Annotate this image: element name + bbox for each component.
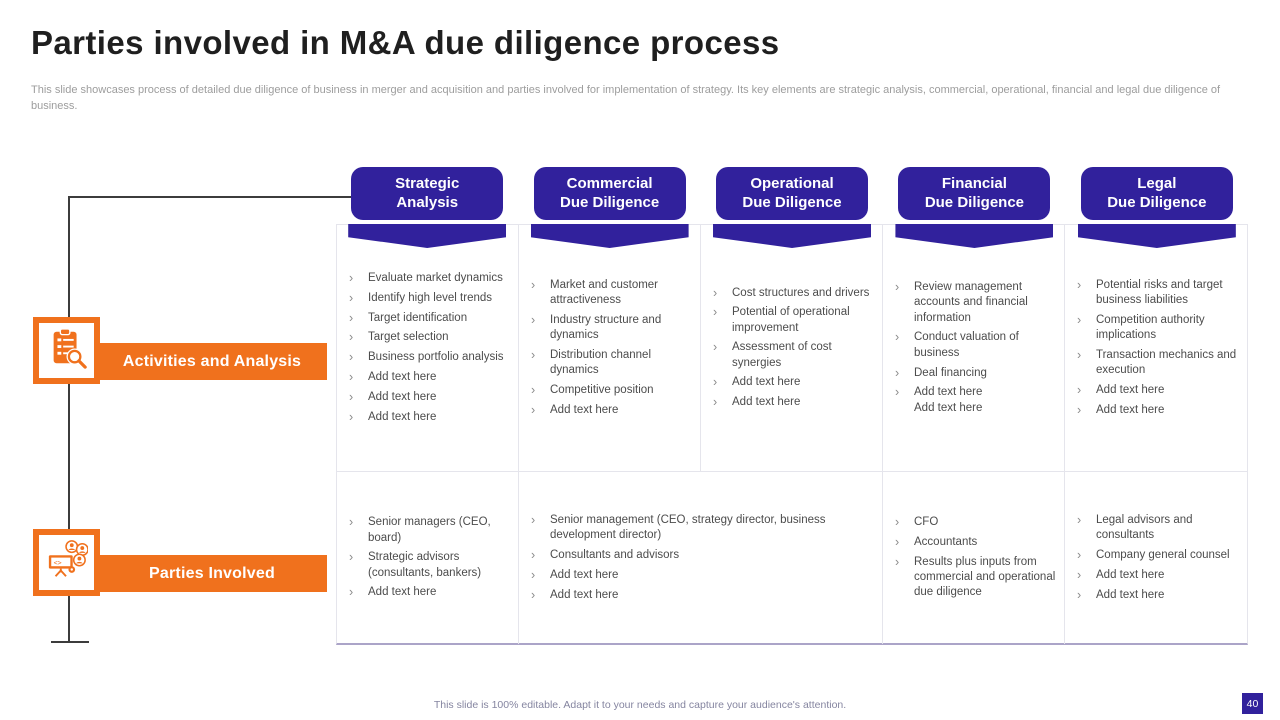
activities-cell-commercial: Market and customer attractiveness Indus… (519, 225, 701, 472)
header-ribbon (895, 224, 1054, 248)
slide-subtitle: This slide showcases process of detailed… (31, 84, 1221, 112)
column-header-commercial-due-diligence: Commercial Due Diligence (518, 167, 700, 248)
bullet-item: Add text here (345, 369, 510, 386)
bullet-item: Conduct valuation of business (891, 329, 1056, 361)
bullet-list: Market and customer attractiveness Indus… (527, 273, 692, 422)
bullet-item: Identify high level trends (345, 290, 510, 307)
bullet-item: Senior management (CEO, strategy directo… (527, 512, 874, 544)
header-badge: Commercial Due Diligence (533, 167, 686, 220)
bullet-item: Accountants (891, 534, 1056, 551)
footer-note: This slide is 100% editable. Adapt it to… (433, 699, 847, 711)
bullet-item: Add text here Add text here (891, 384, 1056, 416)
bullet-item: Add text here (527, 402, 692, 419)
bullet-item: Add text here (1073, 382, 1239, 399)
bullet-item: Assessment of cost synergies (709, 339, 874, 371)
bullet-list: Review management accounts and financial… (891, 276, 1056, 421)
activities-cell-financial: Review management accounts and financial… (883, 225, 1065, 472)
header-badge: Legal Due Diligence (1080, 167, 1233, 220)
bullet-item: Transaction mechanics and execution (1073, 347, 1239, 379)
header-ribbon (1077, 224, 1236, 248)
bullet-list: Senior managers (CEO, board) Strategic a… (345, 511, 510, 605)
bullet-list: CFO Accountants Results plus inputs from… (891, 511, 1056, 605)
bullet-item: Add text here (1073, 567, 1239, 584)
parties-cell-strategic: Senior managers (CEO, board) Strategic a… (337, 472, 519, 644)
bullet-item: Add text here (709, 374, 874, 391)
activities-cell-legal: Potential risks and target business liab… (1065, 225, 1247, 472)
bullet-item: Market and customer attractiveness (527, 277, 692, 309)
column-header-financial-due-diligence: Financial Due Diligence (883, 167, 1065, 248)
bullet-item: Business portfolio analysis (345, 349, 510, 366)
bullet-list: Evaluate market dynamics Identify high l… (345, 267, 510, 430)
bullet-item: Add text here (345, 409, 510, 426)
connector-bottom-tick (51, 641, 89, 643)
header-ribbon (713, 224, 872, 248)
bullet-item: Distribution channel dynamics (527, 347, 692, 379)
header-badge: Financial Due Diligence (898, 167, 1051, 220)
page-title: Parties involved in M&A due diligence pr… (31, 24, 780, 61)
bullet-item: Add text here (345, 584, 510, 601)
activities-cell-strategic: Evaluate market dynamics Identify high l… (337, 225, 519, 472)
bullet-item: Industry structure and dynamics (527, 312, 692, 344)
bullet-item: Add text here (709, 394, 874, 411)
bullet-item: Target selection (345, 329, 510, 346)
bullet-item: Deal financing (891, 365, 1056, 382)
bullet-list: Cost structures and drivers Potential of… (709, 281, 874, 415)
bullet-item: Company general counsel (1073, 547, 1239, 564)
bullet-item: Results plus inputs from commercial and … (891, 554, 1056, 601)
bullet-item: Add text here (527, 587, 874, 604)
bullet-item: Consultants and advisors (527, 547, 874, 564)
bullet-list: Legal advisors and consultants Company g… (1073, 509, 1239, 608)
svg-text:<>: <> (53, 559, 61, 567)
header-ribbon (348, 224, 507, 248)
column-header-strategic-analysis: Strategic Analysis (336, 167, 518, 248)
connector-vertical-line (68, 196, 70, 642)
parties-cell-commercial-operational: Senior management (CEO, strategy directo… (519, 472, 883, 644)
bullet-item: Legal advisors and consultants (1073, 512, 1239, 544)
bullet-item: Add text here (527, 567, 874, 584)
bullet-list: Senior management (CEO, strategy directo… (527, 509, 874, 608)
bullet-item: Add text here (345, 389, 510, 406)
bullet-item: Evaluate market dynamics (345, 270, 510, 287)
connector-top-line (68, 196, 353, 198)
bullet-item: Potential of operational improvement (709, 304, 874, 336)
header-badge: Strategic Analysis (351, 167, 504, 220)
bullet-item: Add text here (1073, 587, 1239, 604)
header-badge: Operational Due Diligence (716, 167, 869, 220)
bullet-item: Strategic advisors (consultants, bankers… (345, 549, 510, 581)
bullet-item: Target identification (345, 310, 510, 327)
bullet-item: Senior managers (CEO, board) (345, 514, 510, 546)
parties-icon-box: <> (33, 529, 100, 596)
column-headers-row: Strategic Analysis Commercial Due Dilige… (336, 167, 1248, 248)
parties-cell-financial: CFO Accountants Results plus inputs from… (883, 472, 1065, 644)
parties-row-label: Parties Involved (97, 555, 327, 592)
clipboard-search-icon (46, 327, 88, 374)
bullet-item: Competition authority implications (1073, 312, 1239, 344)
bullet-item: CFO (891, 514, 1056, 531)
column-header-operational-due-diligence: Operational Due Diligence (701, 167, 883, 248)
page-number-badge: 40 (1242, 693, 1263, 714)
parties-cell-legal: Legal advisors and consultants Company g… (1065, 472, 1247, 644)
bullet-list: Potential risks and target business liab… (1073, 273, 1239, 422)
bullet-item: Add text here (1073, 402, 1239, 419)
bullet-item: Potential risks and target business liab… (1073, 277, 1239, 309)
due-diligence-table: Evaluate market dynamics Identify high l… (336, 224, 1248, 645)
column-header-legal-due-diligence: Legal Due Diligence (1066, 167, 1248, 248)
activities-cell-operational: Cost structures and drivers Potential of… (701, 225, 883, 472)
activities-row-label: Activities and Analysis (97, 343, 327, 380)
activities-icon-box (33, 317, 100, 384)
bullet-item: Cost structures and drivers (709, 284, 874, 301)
header-ribbon (530, 224, 689, 248)
bullet-item: Review management accounts and financial… (891, 279, 1056, 326)
people-board-icon: <> (46, 539, 89, 586)
bullet-item: Competitive position (527, 382, 692, 399)
